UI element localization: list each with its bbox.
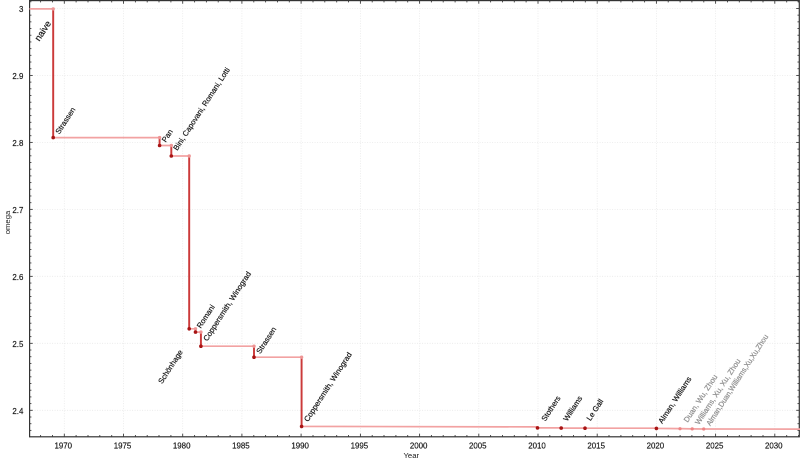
svg-text:3: 3 (19, 5, 24, 14)
svg-text:2020: 2020 (647, 441, 665, 450)
svg-text:1985: 1985 (232, 441, 250, 450)
svg-text:Year: Year (404, 451, 420, 460)
svg-text:2.4: 2.4 (12, 407, 24, 416)
svg-text:1990: 1990 (291, 441, 309, 450)
svg-text:2000: 2000 (410, 441, 428, 450)
svg-text:2015: 2015 (587, 441, 605, 450)
svg-text:2.6: 2.6 (12, 273, 24, 282)
svg-text:1995: 1995 (351, 441, 369, 450)
svg-text:2010: 2010 (528, 441, 546, 450)
svg-text:2025: 2025 (706, 441, 724, 450)
svg-text:2.8: 2.8 (12, 139, 24, 148)
svg-text:2.7: 2.7 (12, 206, 23, 215)
svg-text:2.9: 2.9 (12, 72, 24, 81)
svg-text:omega: omega (3, 210, 12, 234)
svg-text:2005: 2005 (469, 441, 487, 450)
svg-text:1975: 1975 (114, 441, 132, 450)
svg-text:2.5: 2.5 (12, 340, 24, 349)
svg-text:1980: 1980 (173, 441, 191, 450)
svg-text:2030: 2030 (765, 441, 783, 450)
svg-text:1970: 1970 (55, 441, 73, 450)
